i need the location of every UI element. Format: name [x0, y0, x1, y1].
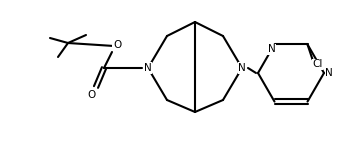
Text: N: N [238, 63, 246, 73]
Text: O: O [88, 90, 96, 100]
Text: O: O [113, 40, 121, 50]
Text: N: N [325, 68, 333, 78]
Text: N: N [144, 63, 152, 73]
Text: N: N [268, 44, 276, 54]
Text: Cl: Cl [312, 59, 323, 69]
